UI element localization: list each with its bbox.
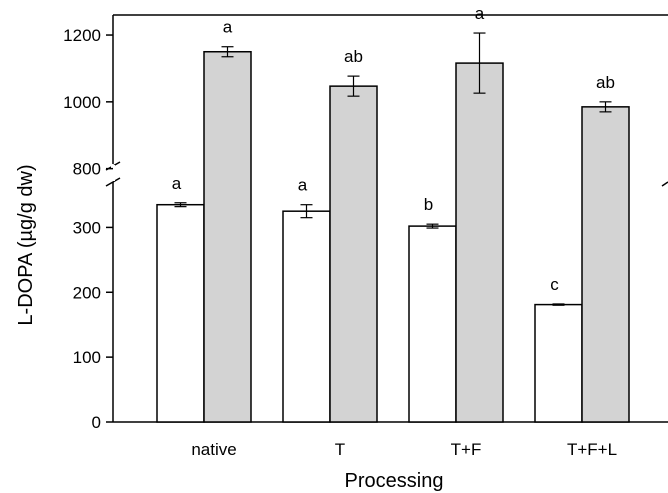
significance-labels: a a a ab b a c ab — [172, 4, 615, 294]
bar — [581, 106, 630, 423]
x-tick-label: T+F+L — [567, 440, 617, 459]
significance-label: a — [223, 18, 233, 37]
y-tick-label: 100 — [73, 348, 101, 367]
bars — [156, 50, 630, 423]
y-tick-label: 800 — [73, 160, 101, 179]
axis-break-mark — [105, 177, 121, 187]
axis-break-mark-right — [661, 181, 668, 187]
significance-label: a — [298, 176, 308, 195]
bar — [455, 62, 504, 423]
y-ticks: 0 100 200 300 800 1000 1200 — [63, 26, 113, 432]
significance-label: a — [172, 174, 182, 193]
y-tick-label: 0 — [92, 413, 101, 432]
x-tick-label: T+F — [451, 440, 482, 459]
significance-label: ab — [344, 47, 363, 66]
bar — [282, 210, 331, 423]
significance-label: ab — [596, 73, 615, 92]
significance-label: b — [424, 195, 433, 214]
bar — [203, 50, 252, 423]
y-tick-label: 200 — [73, 283, 101, 302]
y-tick-label: 1200 — [63, 26, 101, 45]
significance-label: a — [475, 4, 485, 23]
significance-label: c — [550, 275, 559, 294]
x-tick-labels: native T T+F T+F+L — [191, 440, 617, 459]
y-axis-title: L-DOPA (µg/g dw) — [15, 164, 37, 325]
x-tick-label: T — [335, 440, 345, 459]
bar — [156, 203, 205, 423]
x-tick-label: native — [191, 440, 236, 459]
y-tick-label: 1000 — [63, 93, 101, 112]
y-tick-label: 300 — [73, 218, 101, 237]
error-bars — [174, 32, 612, 306]
bar — [534, 303, 583, 423]
bar — [329, 85, 378, 423]
x-axis-title: Processing — [345, 470, 444, 492]
axis-break-gap — [111, 165, 115, 181]
bar — [408, 225, 457, 423]
